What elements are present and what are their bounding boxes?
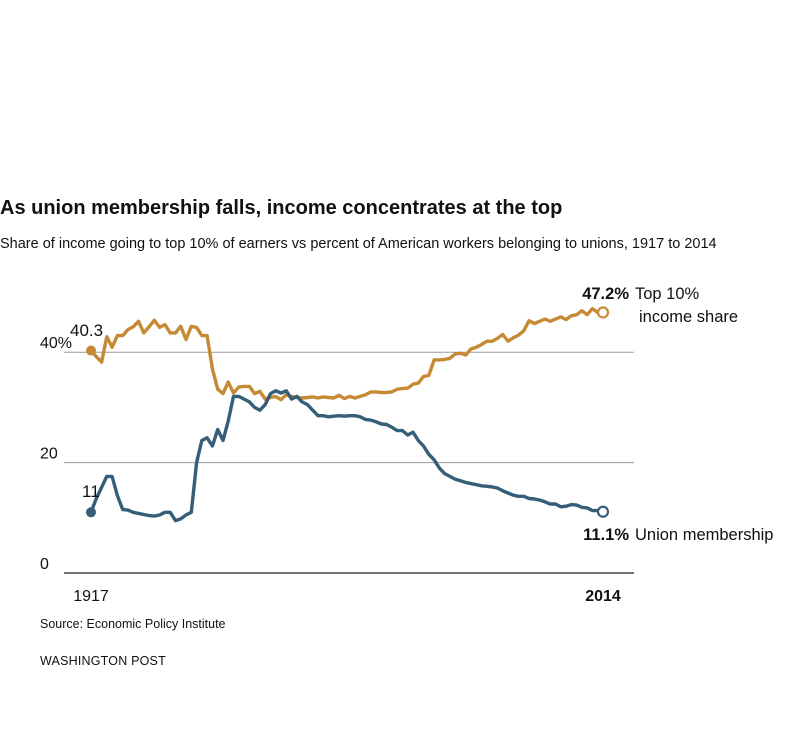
income-start-label: 40.3	[70, 321, 103, 340]
union-series-name: Union membership	[635, 526, 773, 544]
union-end-marker	[596, 505, 610, 518]
publisher-credit: WASHINGTON POST	[40, 654, 166, 668]
x-tick-label-1917: 1917	[73, 588, 109, 605]
y-tick-label-20: 20	[40, 446, 58, 463]
chart-subtitle: Share of income going to top 10% of earn…	[0, 236, 717, 252]
income-start-marker	[86, 345, 96, 356]
union-series-line	[89, 389, 605, 523]
income-series-line	[89, 306, 605, 402]
x-tick-label-2014: 2014	[585, 588, 621, 605]
union-end-value-label: 11.1%	[583, 526, 629, 544]
income-end-value-label: 47.2%	[582, 285, 629, 303]
income-end-marker	[596, 306, 610, 319]
chart-title: As union membership falls, income concen…	[0, 197, 563, 219]
income-series-name-line1: Top 10%	[635, 285, 700, 303]
union-start-marker	[86, 507, 96, 518]
source-note: Source: Economic Policy Institute	[40, 617, 226, 631]
income-series-name-line2: income share	[639, 308, 738, 326]
y-tick-label-40: 40%	[40, 335, 72, 352]
y-tick-label-0: 0	[40, 556, 49, 573]
union-start-label: 11	[82, 482, 100, 501]
